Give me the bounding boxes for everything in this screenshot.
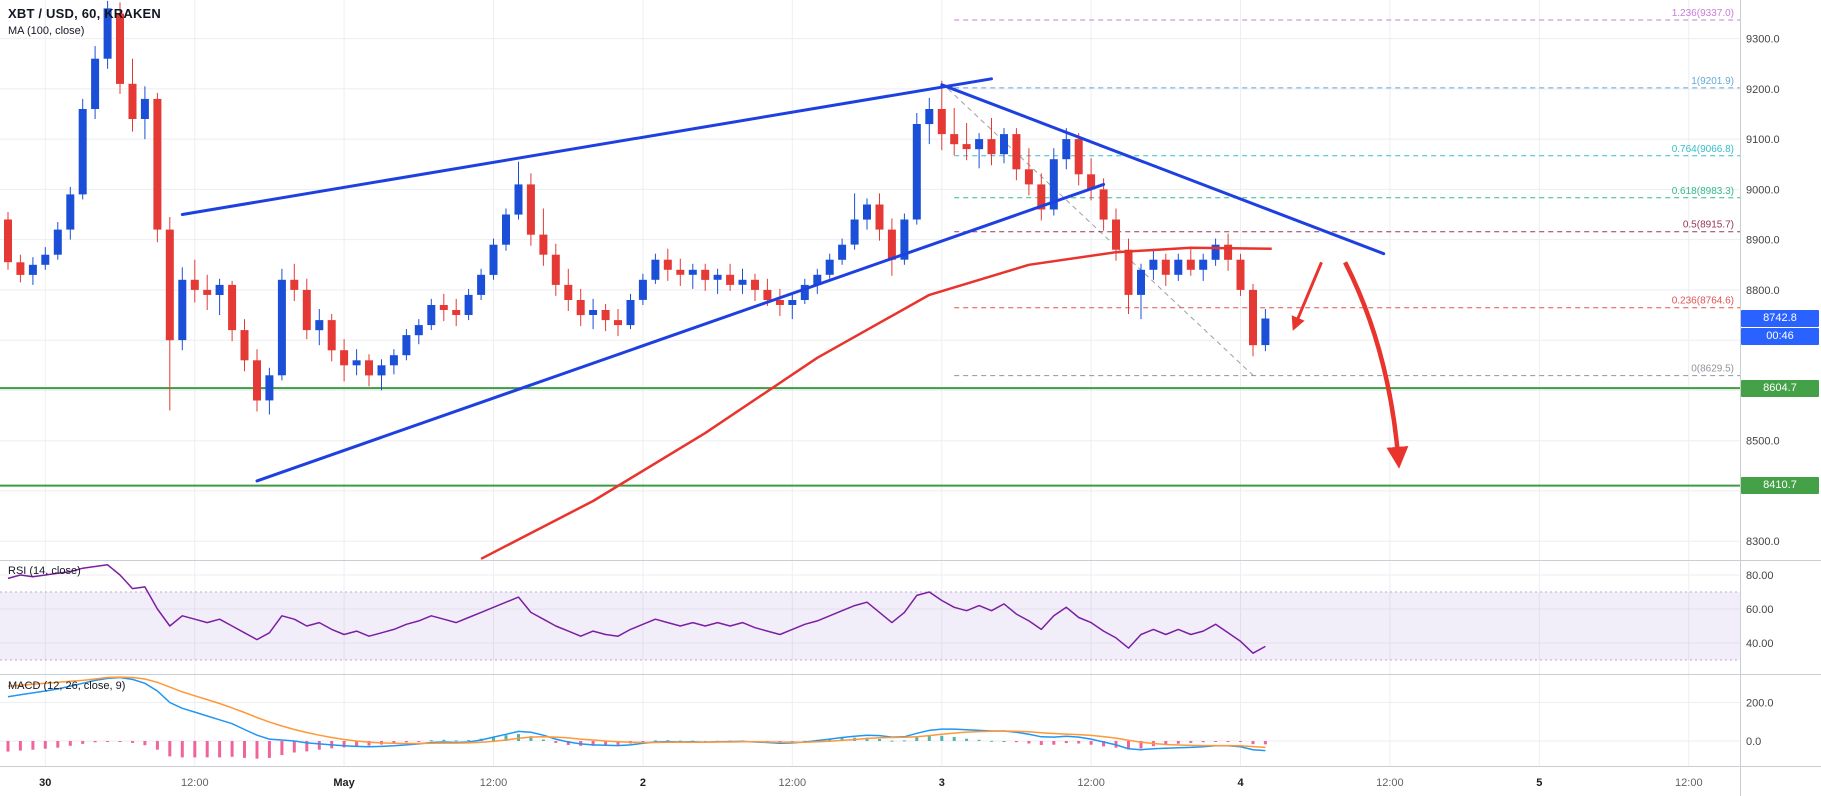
symbol-title[interactable]: XBT / USD, 60, KRAKEN — [8, 6, 162, 21]
bar-countdown-badge: 00:46 — [1741, 328, 1819, 345]
trendlines[interactable] — [180, 77, 1386, 483]
rsi-legend[interactable]: RSI (14, close) — [8, 565, 81, 577]
arrow-annotations[interactable] — [1291, 261, 1409, 469]
svg-text:0.0: 0.0 — [1746, 736, 1761, 748]
support-price-badge: 8604.7 — [1741, 380, 1819, 397]
main-legend: XBT / USD, 60, KRAKEN MA (100, close) — [8, 6, 161, 37]
fib-retracement[interactable]: 1.236(9337.0) 1(9201.9) 0.764(9066.8) 0.618… — [947, 8, 1740, 377]
svg-text:9200.0: 9200.0 — [1746, 84, 1780, 96]
svg-text:200.0: 200.0 — [1746, 698, 1774, 710]
svg-text:0.618(8983.3): 0.618(8983.3) — [1672, 186, 1734, 197]
svg-text:0.764(9066.8): 0.764(9066.8) — [1672, 144, 1734, 155]
svg-text:0(8629.5): 0(8629.5) — [1691, 364, 1734, 375]
svg-text:9300.0: 9300.0 — [1746, 34, 1780, 46]
ma-legend[interactable]: MA (100, close) — [8, 25, 85, 37]
support-lines[interactable] — [0, 387, 1740, 487]
svg-text:60.00: 60.00 — [1746, 604, 1774, 616]
svg-text:3: 3 — [939, 777, 945, 789]
macd-legend[interactable]: MACD (12, 26, close, 9) — [8, 680, 126, 692]
gridlines — [0, 0, 1740, 766]
price-axis[interactable]: 9300.0 9200.0 9100.0 9000.0 8900.0 8800.0 8500… — [1746, 34, 1780, 748]
candlestick-series — [4, 0, 1270, 415]
svg-text:12:00: 12:00 — [1675, 777, 1703, 789]
svg-text:12:00: 12:00 — [181, 777, 209, 789]
svg-text:40.00: 40.00 — [1746, 638, 1774, 650]
svg-text:1(9201.9): 1(9201.9) — [1691, 76, 1734, 87]
svg-text:9100.0: 9100.0 — [1746, 134, 1780, 146]
svg-text:8900.0: 8900.0 — [1746, 235, 1780, 247]
time-axis[interactable]: 30 12:00 May 12:00 2 12:00 3 12:00 4 12:00 5 12:00 — [39, 777, 1702, 789]
svg-text:12:00: 12:00 — [480, 777, 508, 789]
svg-text:May: May — [333, 777, 355, 789]
svg-text:9000.0: 9000.0 — [1746, 184, 1780, 196]
svg-text:8800.0: 8800.0 — [1746, 285, 1780, 297]
svg-text:0.5(8915.7): 0.5(8915.7) — [1683, 220, 1734, 231]
rsi-plot — [0, 564, 1740, 661]
svg-text:8500.0: 8500.0 — [1746, 436, 1780, 448]
ma-100-line[interactable] — [480, 246, 1272, 560]
support-price-badge: 8410.7 — [1741, 477, 1819, 494]
svg-text:1.236(9337.0): 1.236(9337.0) — [1672, 8, 1734, 19]
svg-text:12:00: 12:00 — [779, 777, 807, 789]
svg-text:12:00: 12:00 — [1376, 777, 1404, 789]
svg-text:4: 4 — [1237, 777, 1244, 789]
svg-text:12:00: 12:00 — [1077, 777, 1105, 789]
svg-text:0.236(8764.6): 0.236(8764.6) — [1672, 296, 1734, 307]
svg-text:8300.0: 8300.0 — [1746, 536, 1780, 548]
current-price-badge: 8742.8 — [1741, 310, 1819, 327]
macd-plot — [6, 676, 1267, 759]
svg-text:80.00: 80.00 — [1746, 570, 1774, 582]
svg-text:30: 30 — [39, 777, 51, 789]
svg-text:2: 2 — [640, 777, 646, 789]
svg-text:5: 5 — [1536, 777, 1542, 789]
